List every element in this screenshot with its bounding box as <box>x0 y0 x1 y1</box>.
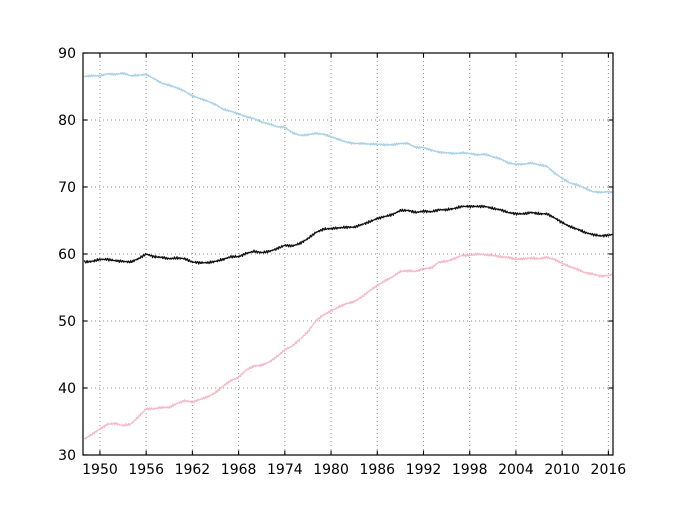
pink-line <box>83 252 613 440</box>
y-tick-label: 80 <box>58 113 76 129</box>
x-tick-label: 2010 <box>544 462 580 478</box>
y-tick-label: 30 <box>58 448 76 464</box>
y-tick-label: 50 <box>58 314 76 330</box>
x-tick-label: 1956 <box>128 462 164 478</box>
x-tick-label: 1986 <box>359 462 395 478</box>
x-tick-label: 2016 <box>591 462 627 478</box>
gridlines <box>83 52 613 456</box>
tick-marks <box>83 52 613 456</box>
x-tick-label: 1950 <box>82 462 118 478</box>
x-tick-label: 1980 <box>313 462 349 478</box>
x-tick-label: 1998 <box>452 462 488 478</box>
tick-labels: 1950 1956 1962 1968 1974 1980 1986 1992 1998 2004… <box>58 46 626 478</box>
y-tick-label: 40 <box>58 381 76 397</box>
x-tick-label: 1992 <box>406 462 442 478</box>
black-line <box>83 204 613 265</box>
x-tick-label: 1968 <box>221 462 257 478</box>
y-tick-label: 70 <box>58 180 76 196</box>
x-tick-label: 2004 <box>498 462 534 478</box>
y-tick-label: 60 <box>58 247 76 263</box>
x-tick-label: 1974 <box>267 462 303 478</box>
y-tick-label: 90 <box>58 46 76 62</box>
series-lines <box>83 71 613 440</box>
x-tick-label: 1962 <box>175 462 211 478</box>
light-blue-line <box>83 71 613 194</box>
